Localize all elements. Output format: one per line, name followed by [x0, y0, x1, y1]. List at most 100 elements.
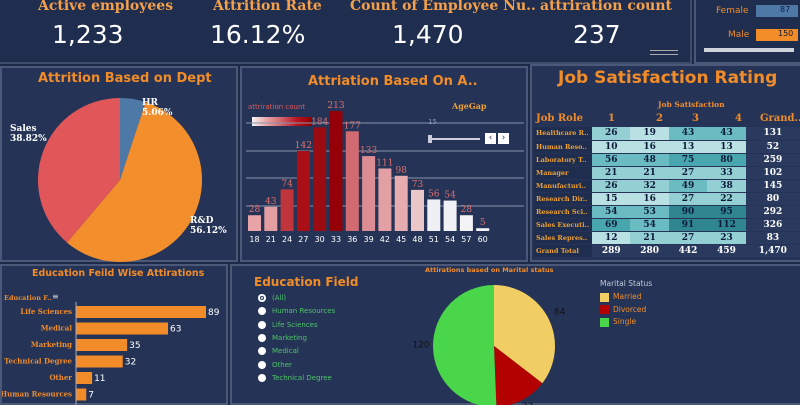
dept-chart-title: Attrition Based on Dept: [38, 71, 212, 86]
marital-legend-item[interactable]: Married: [600, 292, 646, 302]
attrition-rate-label: Attrition Rate: [213, 0, 322, 14]
edu-field-option-label: Technical Degree: [272, 373, 332, 382]
job-role-cell: Laboratory T..: [534, 153, 592, 167]
prev-icon[interactable]: ‹: [485, 133, 496, 144]
edu-axis-label: Education F..: [4, 294, 52, 302]
radio-icon[interactable]: [258, 294, 266, 302]
age-gap-slider[interactable]: [428, 135, 480, 143]
dept-slice-sales[interactable]: [38, 98, 121, 243]
satisfaction-cell: 26: [592, 179, 631, 193]
male-value-bar[interactable]: 150: [756, 29, 798, 41]
marital-slice-divorced[interactable]: [494, 346, 543, 405]
age-bar-27[interactable]: [296, 151, 310, 231]
edu-field-option[interactable]: Marketing: [258, 333, 307, 342]
radio-icon[interactable]: [258, 307, 266, 316]
sort-icon[interactable]: ≡: [52, 292, 59, 301]
age-bar-18[interactable]: [248, 215, 261, 231]
edu-field-option-label: Marketing: [272, 333, 307, 342]
age-bar-48[interactable]: [411, 189, 424, 231]
age-bar-33[interactable]: [329, 111, 343, 231]
radio-icon[interactable]: [258, 360, 266, 369]
age-bar-value-label: 74: [281, 179, 293, 189]
marital-legend-item[interactable]: Single: [600, 317, 646, 327]
edu-bar[interactable]: [76, 322, 169, 335]
job-role-cell: Manager: [534, 166, 592, 180]
table-row: Sales Repres.. 12 21 27 23 83: [534, 231, 800, 245]
job-role-cell: Research Dir..: [534, 192, 592, 206]
age-bar-42[interactable]: [378, 168, 392, 231]
radio-icon[interactable]: [258, 333, 266, 342]
age-bar-39[interactable]: [362, 156, 376, 231]
marital-legend-item[interactable]: Divorced: [600, 304, 647, 314]
edu-category-label: Human Resources: [2, 390, 72, 399]
job-satisfaction-title: Job Satisfaction Rating: [558, 68, 778, 88]
female-value-bar[interactable]: 87: [756, 5, 798, 17]
edu-bar[interactable]: [76, 306, 206, 318]
age-bar-value-label: 213: [327, 101, 344, 111]
age-bar-54[interactable]: [443, 200, 457, 231]
satisfaction-cell: 13: [668, 140, 708, 154]
edu-field-option[interactable]: Medical: [258, 347, 299, 356]
satisfaction-cell: 49: [668, 179, 708, 193]
resize-handle-icon[interactable]: [650, 50, 678, 55]
legend-label: Married: [613, 292, 642, 301]
table-row: Manager 21 21 27 33 102: [534, 166, 800, 180]
age-tick-label: 42: [380, 235, 390, 244]
edu-category-label: Medical: [41, 324, 73, 333]
age-bar-51[interactable]: [427, 199, 441, 231]
edu-field-option[interactable]: Life Sciences: [258, 320, 318, 329]
edu-bar[interactable]: [76, 388, 87, 401]
satisfaction-cell: 12: [592, 231, 631, 245]
marital-slice-value: 84: [554, 308, 566, 318]
satisfaction-cell: 33: [707, 166, 746, 180]
marital-legend-title: Marital Status: [600, 279, 653, 288]
dept-slice-rd[interactable]: [67, 102, 202, 262]
age-tick-label: 39: [364, 235, 374, 244]
age-bar-value-label: 133: [360, 146, 377, 156]
age-tick-label: 54: [445, 235, 455, 244]
satisfaction-cell: 27: [668, 166, 708, 180]
edu-field-option[interactable]: Human Resources: [258, 307, 335, 316]
edu-field-filter-title: Education Field: [254, 275, 359, 289]
age-bar-45[interactable]: [394, 175, 408, 231]
edu-bar[interactable]: [76, 339, 128, 351]
edu-field-option[interactable]: Technical Degree: [258, 373, 332, 382]
satisfaction-cell: 10: [592, 140, 631, 154]
radio-icon[interactable]: [258, 347, 266, 356]
age-bar-36[interactable]: [345, 131, 359, 231]
age-bar-57[interactable]: [459, 215, 473, 231]
age-bar-value-label: 5: [480, 218, 486, 228]
legend-label: Divorced: [613, 304, 647, 314]
active-employees-label: Active employees: [38, 0, 174, 14]
next-icon[interactable]: ›: [498, 133, 509, 144]
age-bar-value-label: 111: [376, 158, 393, 168]
satisfaction-cell: 289: [592, 244, 631, 258]
edu-bar[interactable]: [76, 372, 93, 384]
col-header-2: 2: [656, 113, 663, 124]
satisfaction-cell: 459: [707, 244, 746, 258]
active-employees-value: 1,233: [52, 20, 124, 49]
age-tick-label: 21: [266, 235, 276, 244]
radio-icon[interactable]: [258, 320, 266, 329]
edu-category-label: Technical Degree: [4, 357, 72, 366]
age-bar-60[interactable]: [476, 228, 490, 231]
marital-slice-married[interactable]: [494, 285, 555, 384]
edu-bar-value: 7: [88, 391, 94, 401]
dept-slice-hr[interactable]: [120, 98, 146, 180]
marital-slice-single[interactable]: [433, 285, 497, 405]
scrollbar[interactable]: [704, 48, 794, 52]
rd-label: R&D 56.12%: [190, 216, 227, 236]
age-chart-title: Attriation Based On A..: [308, 74, 478, 89]
edu-field-option[interactable]: (All): [258, 294, 286, 302]
edu-bar[interactable]: [76, 355, 123, 368]
satisfaction-cell: 19: [630, 127, 669, 141]
age-bar-21[interactable]: [264, 206, 278, 231]
edu-field-option[interactable]: Other: [258, 360, 292, 369]
hr-label: HR 5.06%: [142, 98, 173, 118]
radio-icon[interactable]: [258, 373, 266, 382]
age-bar-24[interactable]: [280, 189, 294, 231]
marital-slice-value: 33: [522, 402, 533, 405]
age-tick-label: 33: [331, 235, 341, 244]
age-bar-30[interactable]: [313, 127, 327, 231]
age-bar-value-label: 184: [311, 117, 328, 127]
